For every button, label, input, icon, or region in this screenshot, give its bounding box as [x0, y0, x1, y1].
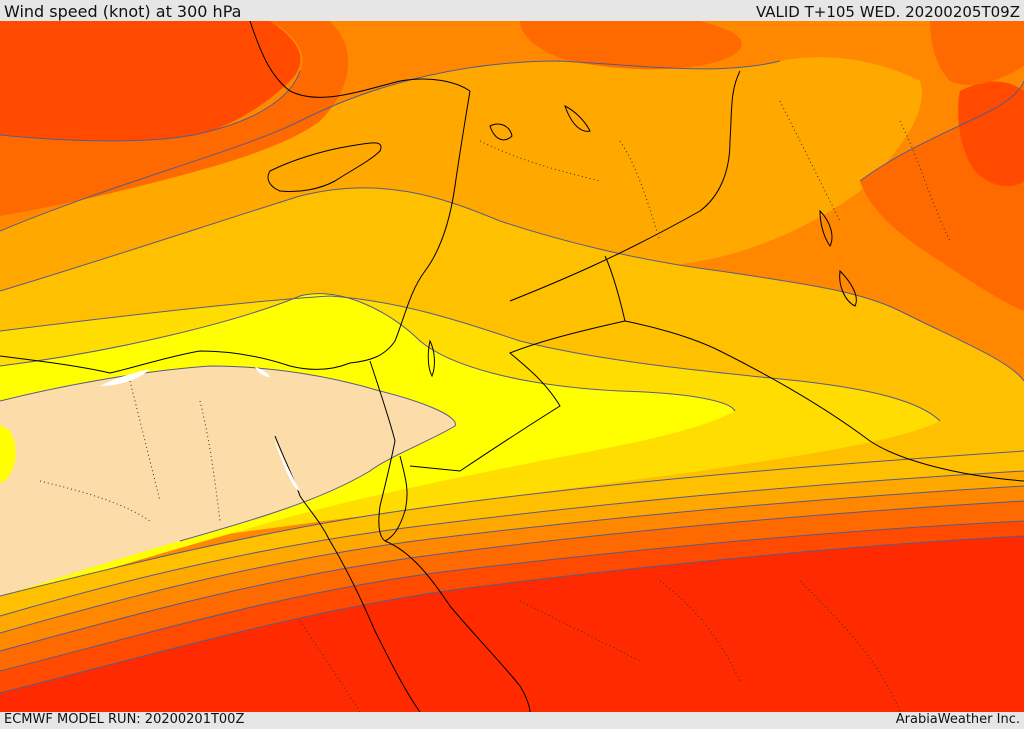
border-2: [409, 320, 626, 472]
dotted-borders: [39, 100, 951, 712]
contour-lines: [0, 60, 1024, 694]
band-red-s: [0, 536, 1024, 712]
band-yellow-patch: [0, 426, 16, 483]
coastline-red-sea-west: [329, 540, 421, 712]
band-lowest: [0, 366, 456, 596]
border-3: [624, 320, 1024, 482]
wind-speed-map-svg: [0, 21, 1024, 712]
footer-bar: ECMWF MODEL RUN: 20200201T00Z ArabiaWeat…: [0, 712, 1024, 729]
coastline-red-sea-east: [384, 540, 531, 712]
dead-sea: [427, 339, 435, 378]
band-dark-orange-ne: [930, 21, 1024, 86]
credit-text: ArabiaWeather Inc.: [895, 712, 1020, 727]
coastline-gulf: [819, 209, 833, 247]
coastline-egypt-north: [0, 350, 351, 374]
chart-title: Wind speed (knot) at 300 hPa: [4, 2, 242, 21]
header-bar: Wind speed (knot) at 300 hPa VALID T+105…: [0, 0, 1024, 21]
band-red-orange-s: [0, 521, 1024, 693]
band-dark-orange-s: [0, 501, 1024, 671]
coastline-gulf-suez: [274, 435, 331, 542]
lake-turkey: [489, 123, 513, 141]
model-run: ECMWF MODEL RUN: 20200201T00Z: [4, 712, 245, 727]
band-dark-orange-nw: [0, 21, 349, 216]
coastline-aqaba: [384, 455, 408, 542]
valid-time: VALID T+105 WED. 20200205T09Z: [755, 3, 1020, 21]
band-red-orange-nw: [0, 21, 301, 144]
band-amber-s: [0, 451, 1024, 616]
water-patch-canal: [255, 367, 270, 377]
water-patch-delta: [100, 369, 150, 386]
lake-urmia: [564, 105, 591, 132]
coastline-cyprus: [267, 142, 382, 192]
border-4: [509, 70, 741, 302]
coastline-levant: [349, 90, 471, 364]
coastline-sinai: [378, 440, 396, 542]
border-5: [604, 255, 626, 322]
coastline-gulf-2: [839, 269, 857, 307]
band-dark-orange-n: [520, 21, 742, 70]
band-light-orange-s: [0, 471, 1024, 633]
band-orange-s: [0, 486, 1024, 651]
band-red-orange-e: [958, 81, 1024, 187]
coastlines: [0, 21, 1024, 712]
coastline-turkey: [249, 21, 471, 98]
wind-map[interactable]: [0, 21, 1024, 712]
border-1: [369, 360, 396, 442]
